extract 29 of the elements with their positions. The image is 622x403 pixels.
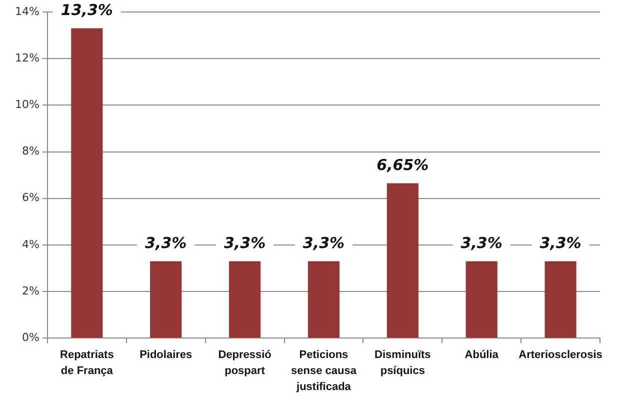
y-tick-label: 8%: [22, 144, 40, 158]
bar: [71, 28, 103, 338]
bar: [308, 261, 340, 338]
x-tick-label: Repatriats de França: [60, 349, 114, 378]
x-tick-label: Abúlia: [464, 349, 500, 362]
data-label: 3,3%: [145, 234, 187, 252]
data-label: 3,3%: [540, 234, 582, 252]
y-tick-label: 2%: [22, 284, 40, 298]
data-label: 6,65%: [376, 156, 429, 174]
data-label: 3,3%: [302, 234, 345, 252]
y-tick-label: 0%: [22, 331, 40, 344]
y-tick-label: 14%: [14, 4, 40, 18]
y-tick-label: 4%: [22, 238, 40, 251]
x-tick-label: Peticions sense causa justificada: [291, 349, 358, 394]
data-label: 13,3%: [60, 1, 113, 20]
bar: [386, 183, 418, 338]
y-tick-label: 6%: [22, 191, 40, 204]
y-tick-label: 12%: [14, 51, 40, 64]
y-tick-label: 10%: [14, 98, 40, 112]
bar: [544, 261, 576, 338]
data-label: 3,3%: [460, 234, 502, 252]
bar: [150, 261, 182, 338]
bar: [229, 261, 261, 338]
bar: [466, 261, 498, 338]
x-tick-label: Pidolaires: [140, 349, 192, 362]
x-tick-label: Disminuïts psíquics: [374, 349, 431, 378]
x-tick-label: Depressió pospart: [218, 349, 272, 378]
data-label: 3,3%: [224, 234, 266, 252]
x-tick-label: Arteriosclerosis: [518, 349, 602, 362]
